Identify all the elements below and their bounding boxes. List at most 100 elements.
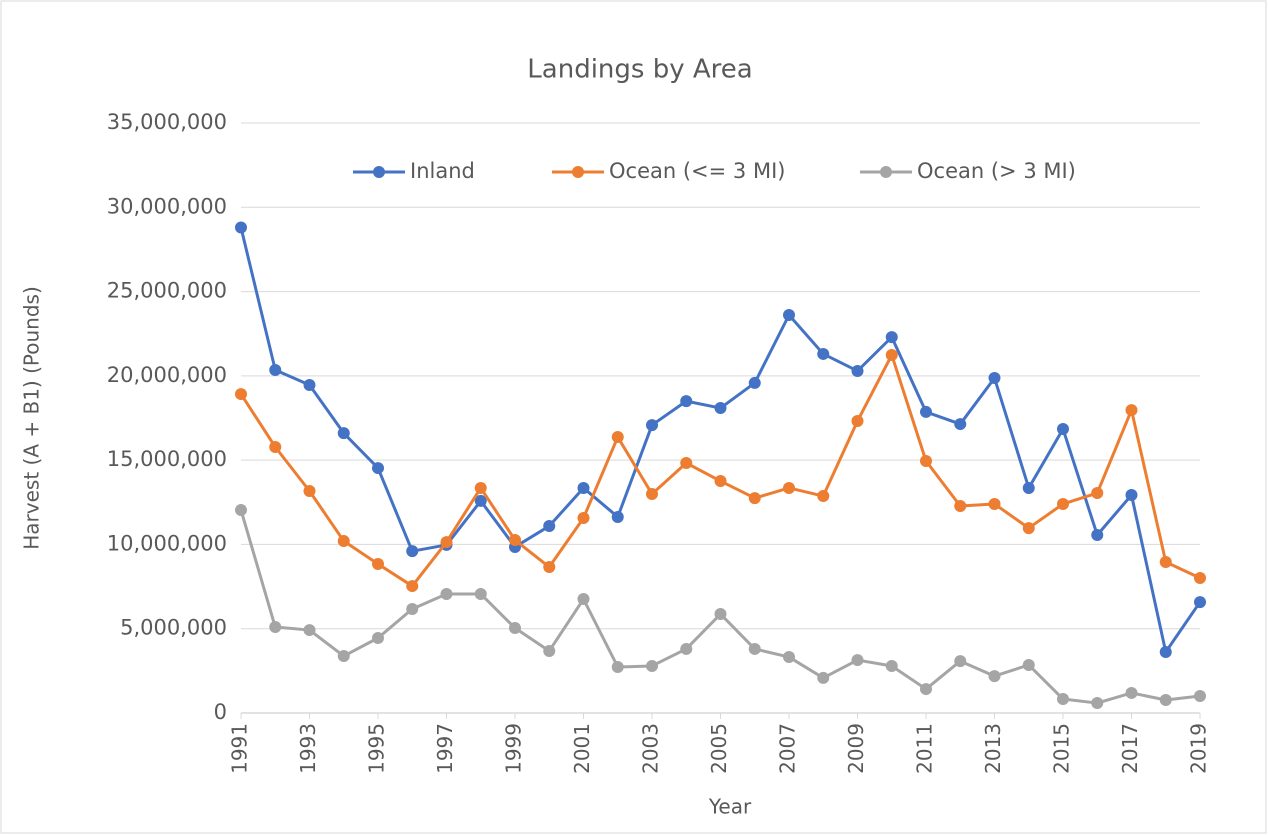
data-point	[474, 481, 487, 494]
data-point	[577, 593, 590, 606]
data-point	[680, 642, 693, 655]
data-point	[920, 454, 932, 467]
data-point	[783, 481, 795, 494]
data-point	[988, 670, 1001, 683]
data-point	[337, 535, 350, 548]
data-point	[1091, 487, 1104, 500]
data-point	[543, 644, 556, 657]
y-tick-label: 15,000,000	[107, 447, 227, 471]
data-point	[783, 651, 795, 664]
x-tick-label: 2013	[981, 723, 1005, 774]
data-point	[920, 405, 932, 418]
data-point	[714, 608, 727, 621]
data-point	[920, 683, 932, 696]
data-point	[783, 309, 795, 322]
x-tick-label: 1995	[365, 723, 389, 774]
y-tick-label: 30,000,000	[107, 194, 227, 218]
data-point	[646, 419, 658, 432]
data-point	[1057, 422, 1069, 435]
data-point	[406, 602, 419, 615]
x-axis-label: Year	[708, 795, 752, 819]
data-point	[269, 621, 282, 634]
data-point	[1022, 658, 1035, 671]
data-point	[440, 587, 453, 600]
y-tick-label: 10,000,000	[107, 531, 227, 555]
x-tick-label: 2019	[1187, 723, 1211, 774]
legend-label: Ocean (> 3 MI)	[917, 159, 1076, 183]
data-point	[1159, 645, 1172, 658]
data-point	[714, 402, 727, 415]
data-point	[303, 378, 316, 391]
y-tick-label: 35,000,000	[107, 110, 227, 134]
y-axis-label: Harvest (A + B1) (Pounds)	[20, 286, 44, 550]
data-point	[1194, 689, 1206, 702]
x-tick-label: 2015	[1050, 723, 1074, 774]
data-point	[748, 376, 761, 389]
data-point	[1022, 522, 1035, 535]
x-tick-label: 2011	[913, 723, 937, 774]
data-point	[1125, 404, 1138, 417]
x-tick-label: 2017	[1118, 723, 1142, 774]
data-point	[611, 431, 624, 444]
data-point	[543, 561, 556, 574]
data-point	[509, 622, 521, 635]
data-point	[851, 415, 864, 428]
data-point	[885, 659, 898, 672]
data-point	[988, 372, 1001, 385]
data-point	[235, 504, 247, 517]
data-point	[474, 587, 487, 600]
data-point	[1159, 555, 1172, 568]
data-point	[714, 475, 727, 488]
data-point	[646, 659, 658, 672]
data-point	[851, 364, 864, 377]
data-point	[1194, 596, 1206, 609]
data-point	[372, 557, 384, 570]
x-tick-label: 2007	[776, 723, 800, 774]
data-point	[817, 490, 830, 503]
data-point	[406, 580, 419, 593]
data-point	[954, 655, 967, 668]
data-point	[1091, 528, 1104, 541]
data-point	[1057, 693, 1069, 706]
data-point	[988, 497, 1001, 510]
data-point	[337, 650, 350, 663]
data-point	[680, 395, 693, 408]
legend-label: Inland	[410, 159, 475, 183]
legend-marker	[880, 166, 892, 178]
data-point	[1091, 697, 1104, 710]
data-point	[954, 418, 967, 431]
data-point	[303, 484, 316, 497]
data-point	[509, 534, 521, 547]
data-point	[1022, 481, 1035, 494]
data-point	[646, 488, 658, 501]
data-point	[372, 462, 384, 475]
data-point	[748, 492, 761, 505]
x-tick-label: 1991	[228, 723, 252, 774]
data-point	[748, 642, 761, 655]
chart-title: Landings by Area	[527, 55, 752, 85]
data-point	[269, 440, 282, 453]
data-point	[543, 520, 556, 533]
x-tick-label: 2009	[844, 723, 868, 774]
data-point	[611, 510, 624, 523]
legend-marker	[373, 166, 385, 178]
data-point	[372, 631, 384, 644]
data-point	[885, 331, 898, 344]
data-point	[885, 348, 898, 361]
data-point	[269, 363, 282, 376]
data-point	[851, 654, 864, 667]
data-point	[1057, 497, 1069, 510]
x-tick-label: 2005	[707, 723, 731, 774]
legend-marker	[572, 166, 584, 178]
legend-label: Ocean (<= 3 MI)	[609, 159, 785, 183]
x-tick-label: 1993	[296, 723, 320, 774]
y-tick-label: 20,000,000	[107, 363, 227, 387]
data-point	[817, 347, 830, 360]
x-tick-label: 2003	[639, 723, 663, 774]
data-point	[406, 545, 419, 558]
data-point	[235, 221, 247, 234]
data-point	[577, 481, 590, 494]
